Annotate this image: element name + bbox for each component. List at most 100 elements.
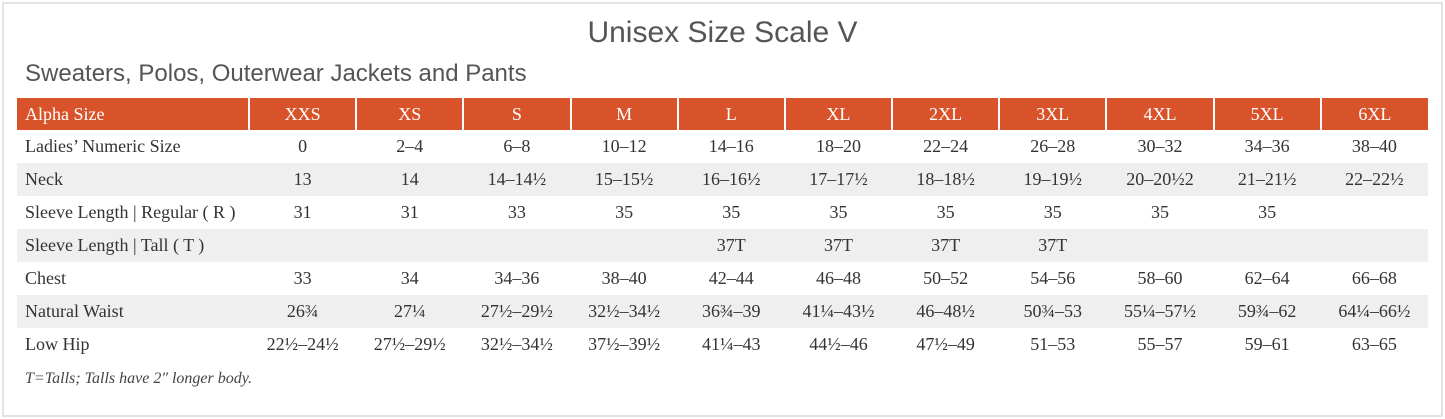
cell: 14–14½	[463, 163, 571, 196]
cell: 26¾	[249, 295, 357, 328]
title: Unisex Size Scale V	[587, 16, 858, 49]
cell: 38–40	[1351, 136, 1397, 156]
cell: 13	[249, 163, 357, 196]
cell: 33	[293, 268, 312, 288]
cell: 32½–34½	[570, 295, 678, 328]
cell: 37T	[784, 229, 893, 262]
cell: 35	[722, 202, 741, 222]
column-header: XXS	[247, 98, 357, 130]
cell: 55–57	[1137, 334, 1183, 354]
cell: 27½–29½	[463, 295, 571, 328]
column-header: 6XL	[1319, 98, 1428, 130]
cell: 22–24	[923, 136, 969, 156]
cell	[1320, 229, 1428, 262]
cell: 46–48	[815, 268, 861, 288]
cell: 32½–34½	[480, 334, 553, 354]
cell: 35	[1258, 202, 1277, 222]
cell: 63–65	[1351, 334, 1397, 354]
cell: 17–17½	[784, 163, 893, 196]
cell: 18–18½	[892, 163, 1000, 196]
row-label: Chest	[25, 268, 67, 288]
cell: 54–56	[1030, 268, 1076, 288]
column-header: S	[462, 98, 571, 130]
cell: 50–52	[923, 268, 969, 288]
column-header: M	[569, 98, 678, 130]
cell	[249, 229, 357, 262]
column-header: 2XL	[891, 98, 1000, 130]
cell: 10–12	[601, 136, 647, 156]
cell: 55¼–57½	[1106, 295, 1214, 328]
cell: 36¾–39	[677, 295, 785, 328]
column-header: XL	[783, 98, 893, 130]
cell: 14–16	[708, 136, 754, 156]
cell: 62–64	[1244, 268, 1290, 288]
row-label: Sleeve Length | Regular ( R )	[25, 202, 236, 222]
cell: 41¼–43	[702, 334, 761, 354]
column-header: 4XL	[1105, 98, 1214, 130]
cell: 35	[1043, 202, 1062, 222]
cell: 30–32	[1137, 136, 1183, 156]
cell: 44½–46	[809, 334, 868, 354]
table-row: Chest 33 34 34–36 38–40 42–44 46–48 50–52 54–56 5…	[17, 262, 1428, 295]
cell	[1106, 229, 1214, 262]
table-row: Sleeve Length | Regular ( R ) 31 31 33 35 35 3…	[17, 196, 1428, 229]
cell: 21–21½	[1213, 163, 1321, 196]
cell: 59–61	[1244, 334, 1290, 354]
cell: 20–20½2	[1106, 163, 1214, 196]
cell: 34–36	[1244, 136, 1290, 156]
cell	[463, 229, 571, 262]
cell	[570, 229, 678, 262]
cell: 47½–49	[916, 334, 975, 354]
size-table: Alpha Size XXS XS S M L XL 2XL 3XL 4XL 5XL 6XL Ladi…	[17, 98, 1428, 361]
cell: 35	[829, 202, 848, 222]
table-row: Ladies’ Numeric Size 0 2–4 6–8 10–12 14–16 18–…	[17, 130, 1428, 163]
cell: 27½–29½	[373, 334, 446, 354]
table-row: Sleeve Length | Tall ( T ) 37T 37T 37T 37T	[17, 229, 1428, 262]
cell	[1213, 229, 1321, 262]
cell: 34–36	[494, 268, 540, 288]
cell: 16–16½	[677, 163, 785, 196]
row-label: Low Hip	[25, 334, 90, 354]
cell: 42–44	[708, 268, 754, 288]
cell: 37T	[999, 229, 1107, 262]
table-row: Low Hip 22½–24½ 27½–29½ 32½–34½ 37½–39½ 41¼–4…	[17, 328, 1428, 361]
cell: 15–15½	[570, 163, 678, 196]
cell: 2–4	[396, 136, 424, 156]
cell: 38–40	[601, 268, 647, 288]
cell: 51–53	[1030, 334, 1076, 354]
cell: 34	[400, 268, 419, 288]
column-header: L	[676, 98, 785, 130]
column-header: 5XL	[1212, 98, 1321, 130]
cell: 50¾–53	[999, 295, 1107, 328]
cell: 0	[298, 136, 308, 156]
header-row: Alpha Size XXS XS S M L XL 2XL 3XL 4XL 5XL 6XL	[17, 98, 1428, 130]
cell: 14	[356, 163, 464, 196]
cell: 66–68	[1351, 268, 1397, 288]
cell: 18–20	[815, 136, 861, 156]
cell: 37T	[892, 229, 1000, 262]
row-label: Ladies’ Numeric Size	[25, 136, 181, 156]
cell: 27¼	[356, 295, 464, 328]
cell	[1321, 196, 1428, 229]
cell: 35	[1150, 202, 1169, 222]
cell: 6–8	[503, 136, 531, 156]
row-label: Sleeve Length | Tall ( T )	[17, 229, 249, 262]
row-label: Natural Waist	[17, 295, 249, 328]
cell: 22–22½	[1320, 163, 1428, 196]
cell: 35	[615, 202, 634, 222]
footnote: T=Talls; Talls have 2″ longer body.	[25, 370, 252, 387]
cell: 35	[936, 202, 955, 222]
cell: 37T	[677, 229, 785, 262]
row-label: Neck	[17, 163, 249, 196]
table-row: Neck 13 14 14–14½ 15–15½ 16–16½ 17–17½ 18–18½ 19…	[17, 163, 1428, 196]
cell: 41¼–43½	[784, 295, 893, 328]
cell: 58–60	[1137, 268, 1183, 288]
table-row: Natural Waist 26¾ 27¼ 27½–29½ 32½–34½ 36¾–39 4…	[17, 295, 1428, 328]
cell: 64¼–66½	[1320, 295, 1428, 328]
cell: 19–19½	[999, 163, 1107, 196]
cell	[356, 229, 464, 262]
cell: 59¾–62	[1213, 295, 1321, 328]
column-header: XS	[355, 98, 464, 130]
